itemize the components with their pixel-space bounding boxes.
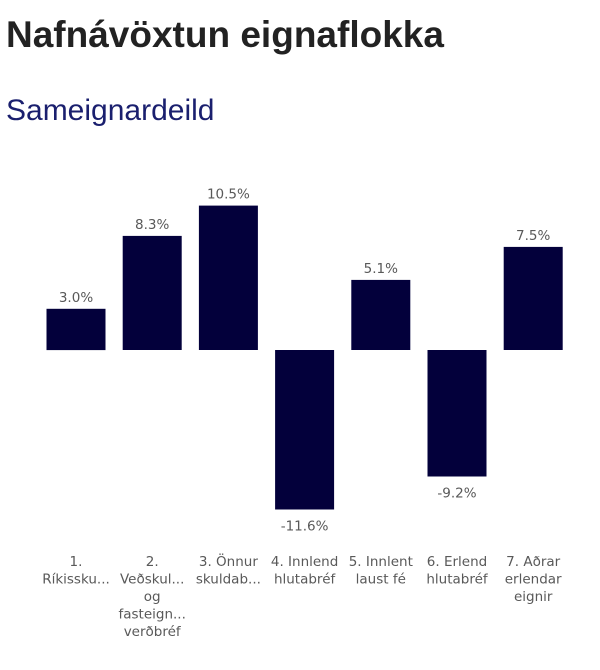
category-label-2: 2. Veðskul... og fasteign... verðbréf (118, 554, 185, 640)
bar-3 (198, 205, 258, 350)
bar-4 (275, 350, 335, 510)
category-label-5: 5. Innlent laust fé (349, 554, 413, 588)
bar-2 (122, 235, 182, 350)
category-labels-group: 1. Ríkissku...2. Veðskul... og fasteign... ve… (42, 552, 562, 640)
bar-5 (351, 279, 411, 350)
value-label-4: -11.6% (281, 519, 329, 535)
value-labels-group: 3.0% 8.3% 10.5% -11.6% 5.1% -9.2% 7.5% (59, 187, 551, 535)
value-label-6: -9.2% (437, 486, 476, 502)
bar-7 (503, 246, 563, 350)
value-label-2: 8.3% (135, 217, 169, 233)
category-label-7: 7. Aðrar erlendar eignir (505, 554, 562, 605)
category-label-1: 1. Ríkissku... (42, 554, 110, 588)
value-label-7: 7.5% (516, 228, 550, 244)
bar-6 (427, 350, 487, 477)
bars-group (46, 205, 563, 510)
value-label-1: 3.0% (59, 290, 93, 306)
bar-1 (46, 308, 106, 351)
value-label-5: 5.1% (364, 261, 398, 277)
value-label-3: 10.5% (207, 187, 250, 203)
page-title: Nafnávöxtun eignaflokka (6, 14, 444, 55)
category-label-4: 4. Innlend hlutabréf (271, 554, 338, 588)
section-title: Sameignardeild (6, 94, 215, 127)
category-label-3: 3. Önnur skuldab... (196, 552, 261, 588)
category-label-6: 6. Erlend hlutabréf (426, 554, 489, 588)
